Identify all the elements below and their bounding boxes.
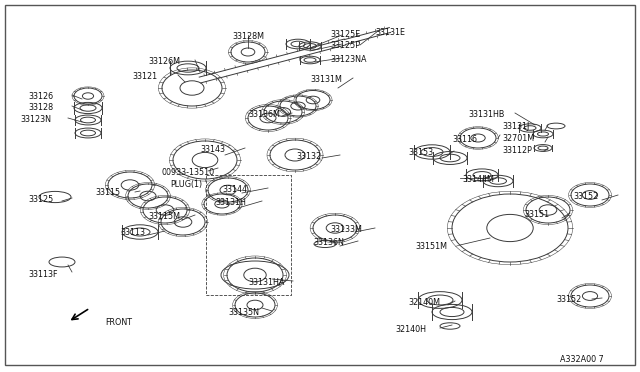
Text: 33113: 33113 (120, 228, 145, 237)
Text: 33131M: 33131M (310, 75, 342, 84)
Text: 33123NA: 33123NA (330, 55, 367, 64)
Text: 33125: 33125 (28, 195, 53, 204)
Text: 33126M: 33126M (148, 57, 180, 66)
Text: 33131E: 33131E (375, 28, 405, 37)
Text: 33128: 33128 (28, 103, 53, 112)
Text: A332A00 7: A332A00 7 (560, 355, 604, 364)
Text: 33151M: 33151M (415, 242, 447, 251)
Text: 33126: 33126 (28, 92, 53, 101)
Text: 33132: 33132 (296, 152, 321, 161)
Text: 33143: 33143 (200, 145, 225, 154)
Text: 33144: 33144 (222, 185, 247, 194)
Text: PLUG(1): PLUG(1) (170, 180, 202, 189)
Text: 33112P: 33112P (502, 146, 532, 155)
Text: 33125P: 33125P (330, 41, 360, 50)
Text: FRONT: FRONT (105, 318, 132, 327)
Text: 33116: 33116 (452, 135, 477, 144)
Text: 33123N: 33123N (20, 115, 51, 124)
Text: 33136M: 33136M (248, 110, 280, 119)
Text: 33131H: 33131H (215, 198, 246, 207)
Text: 33151: 33151 (524, 210, 549, 219)
Text: 33152: 33152 (573, 192, 598, 201)
Text: 33133M: 33133M (330, 225, 362, 234)
Text: 00933-13510: 00933-13510 (162, 168, 215, 177)
Text: 33144M: 33144M (462, 175, 494, 184)
Text: 33115M: 33115M (148, 212, 180, 221)
Text: 33131HB: 33131HB (468, 110, 504, 119)
Text: 33135N: 33135N (228, 308, 259, 317)
Text: 33153: 33153 (408, 148, 433, 157)
Text: 33128M: 33128M (232, 32, 264, 41)
Text: 33152: 33152 (556, 295, 581, 304)
Text: 33121: 33121 (132, 72, 157, 81)
Text: 32140H: 32140H (395, 325, 426, 334)
Text: 33131J: 33131J (502, 122, 529, 131)
Text: 33115: 33115 (95, 188, 120, 197)
Text: 32701M: 32701M (502, 134, 534, 143)
Text: 33131HA: 33131HA (248, 278, 284, 287)
Text: 33113F: 33113F (28, 270, 58, 279)
Text: 33136N: 33136N (313, 238, 344, 247)
Text: 32140M: 32140M (408, 298, 440, 307)
Text: 33125E: 33125E (330, 30, 360, 39)
